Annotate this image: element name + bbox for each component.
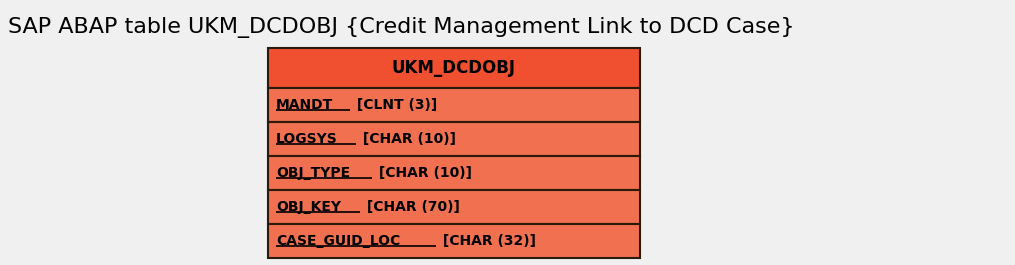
- Text: LOGSYS: LOGSYS: [276, 132, 338, 146]
- Text: MANDT: MANDT: [276, 98, 333, 112]
- Text: OBJ_KEY: OBJ_KEY: [276, 200, 341, 214]
- Text: [CHAR (32)]: [CHAR (32)]: [438, 234, 536, 248]
- Text: SAP ABAP table UKM_DCDOBJ {Credit Management Link to DCD Case}: SAP ABAP table UKM_DCDOBJ {Credit Manage…: [8, 17, 795, 38]
- Text: [CHAR (10)]: [CHAR (10)]: [374, 166, 472, 180]
- FancyBboxPatch shape: [268, 190, 640, 224]
- Text: [CHAR (70)]: [CHAR (70)]: [362, 200, 460, 214]
- Text: OBJ_TYPE: OBJ_TYPE: [276, 166, 350, 180]
- Text: UKM_DCDOBJ: UKM_DCDOBJ: [392, 59, 516, 77]
- Text: [CLNT (3)]: [CLNT (3)]: [352, 98, 437, 112]
- Text: [CHAR (10)]: [CHAR (10)]: [357, 132, 456, 146]
- FancyBboxPatch shape: [268, 156, 640, 190]
- FancyBboxPatch shape: [268, 224, 640, 258]
- Text: CASE_GUID_LOC: CASE_GUID_LOC: [276, 234, 400, 248]
- FancyBboxPatch shape: [268, 88, 640, 122]
- FancyBboxPatch shape: [268, 122, 640, 156]
- FancyBboxPatch shape: [268, 48, 640, 88]
